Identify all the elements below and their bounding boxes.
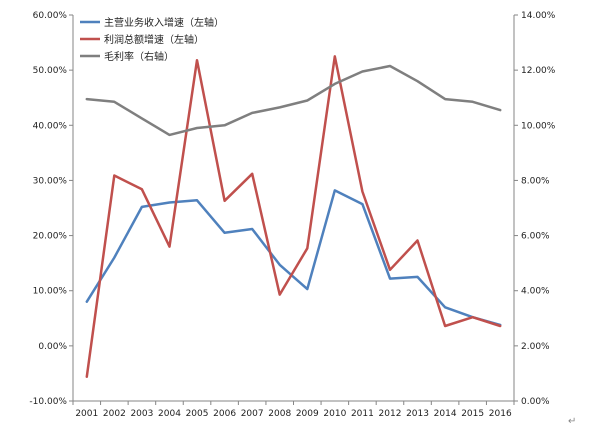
tick-labels: -10.00% 0.00% 10.00% 20.00% 30.00% 40.00% 50.0…: [29, 11, 555, 419]
x-tick-label: 2010: [323, 409, 346, 419]
x-tick-label: 2008: [268, 409, 291, 419]
right-tick-label: 0.00%: [521, 397, 550, 407]
x-tick-label: 2016: [489, 409, 512, 419]
x-tick-label: 2015: [461, 409, 484, 419]
right-tick-label: 6.00%: [521, 232, 550, 242]
right-tick-label: 12.00%: [521, 66, 556, 76]
right-tick-label: 4.00%: [521, 287, 550, 297]
x-tick-label: 2002: [103, 409, 126, 419]
series-line-2: [85, 55, 502, 378]
x-tick-label: 2012: [379, 409, 402, 419]
left-tick-label: 10.00%: [33, 287, 68, 297]
x-tick-label: 2011: [351, 409, 374, 419]
legend-label-3: 毛利率（右轴）: [104, 50, 174, 63]
return-mark: ↵: [568, 416, 576, 427]
axes: [69, 14, 518, 405]
left-tick-label: 60.00%: [33, 11, 68, 21]
left-tick-label: 50.00%: [33, 66, 68, 76]
x-tick-label: 2006: [213, 409, 236, 419]
x-tick-label: 2003: [130, 409, 153, 419]
right-tick-label: 14.00%: [521, 11, 556, 21]
left-tick-label: -10.00%: [29, 397, 67, 407]
right-tick-label: 2.00%: [521, 342, 550, 352]
left-tick-label: 30.00%: [33, 176, 68, 186]
left-tick-label: 40.00%: [33, 121, 68, 131]
legend: 主营业务收入增速（左轴） 利润总额增速（左轴） 毛利率（右轴）: [80, 16, 224, 63]
x-tick-label: 2001: [75, 409, 98, 419]
left-tick-label: 0.00%: [38, 342, 67, 352]
x-tick-label: 2013: [406, 409, 429, 419]
legend-label-2: 利润总额增速（左轴）: [104, 33, 204, 46]
series-line-3: [85, 64, 502, 137]
series-lines: [85, 55, 502, 378]
right-tick-label: 10.00%: [521, 121, 556, 131]
legend-label-1: 主营业务收入增速（左轴）: [104, 16, 224, 29]
x-tick-label: 2005: [186, 409, 209, 419]
x-tick-label: 2007: [241, 409, 264, 419]
right-tick-label: 8.00%: [521, 176, 550, 186]
series-line-1: [85, 189, 502, 327]
x-tick-label: 2004: [158, 409, 181, 419]
x-tick-label: 2009: [296, 409, 319, 419]
x-tick-label: 2014: [434, 409, 457, 419]
left-tick-label: 20.00%: [33, 232, 68, 242]
